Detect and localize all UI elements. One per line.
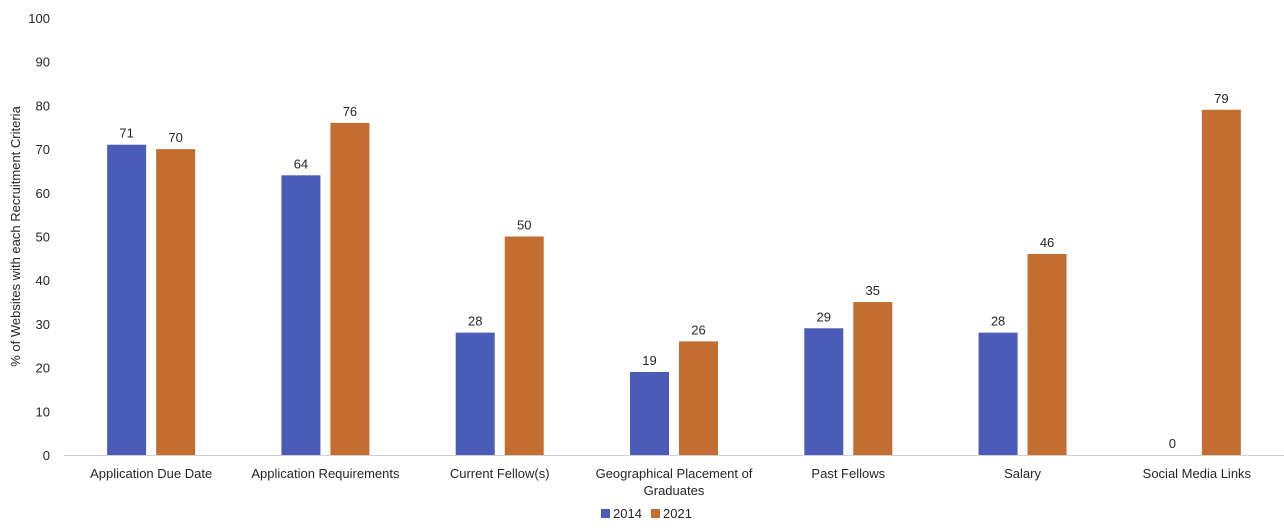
legend-swatch-2021 [651, 509, 660, 518]
data-label: 0 [1169, 436, 1176, 451]
x-category-label: Salary [1004, 466, 1041, 481]
bar-2014-4 [804, 328, 844, 455]
x-category-label: Application Requirements [251, 466, 400, 481]
data-label: 70 [168, 130, 182, 145]
y-tick-label: 60 [36, 186, 50, 201]
y-tick-label: 100 [28, 11, 50, 26]
data-label: 64 [294, 156, 308, 171]
data-label: 71 [119, 126, 133, 141]
data-label: 50 [517, 218, 531, 233]
bar-2014-0 [107, 144, 147, 456]
legend-label: 2021 [663, 506, 692, 521]
bar-2014-5 [978, 332, 1018, 455]
bar-2021-5 [1027, 253, 1067, 455]
bar-2021-4 [853, 302, 893, 455]
data-label: 26 [691, 322, 705, 337]
y-tick-label: 10 [36, 404, 50, 419]
data-labels: 71 70 64 76 28 50 19 26 29 35 28 46 0 79 [119, 91, 1228, 451]
x-axis: Application Due Date Application Requirem… [64, 455, 1284, 498]
legend-swatch-2014 [601, 509, 610, 518]
data-label: 28 [468, 314, 482, 329]
data-label: 28 [991, 314, 1005, 329]
y-tick-label: 0 [43, 448, 50, 463]
y-tick-label: 20 [36, 361, 50, 376]
y-tick-label: 30 [36, 317, 50, 332]
x-category-label: Graduates [644, 483, 705, 498]
bar-2014-1 [281, 175, 321, 455]
y-tick-label: 40 [36, 273, 50, 288]
bar-2021-2 [504, 236, 544, 455]
bar-2021-1 [330, 122, 370, 455]
y-axis: 0 10 20 30 40 50 60 70 80 90 100 [28, 11, 50, 463]
bar-2014-3 [630, 371, 669, 455]
y-tick-label: 80 [36, 98, 50, 113]
y-tick-label: 90 [36, 55, 50, 70]
data-label: 29 [817, 309, 831, 324]
y-tick-label: 70 [36, 142, 50, 157]
y-tick-label: 50 [36, 230, 50, 245]
bars [107, 109, 1241, 456]
bar-2021-6 [1201, 109, 1241, 456]
x-category-label: Current Fellow(s) [450, 466, 550, 481]
x-category-label: Geographical Placement of [596, 466, 753, 481]
bar-2021-0 [156, 149, 196, 455]
bar-2021-3 [679, 341, 718, 455]
data-label: 19 [642, 353, 656, 368]
data-label: 76 [343, 104, 357, 119]
x-category-label: Application Due Date [90, 466, 212, 481]
data-label: 46 [1040, 235, 1054, 250]
x-category-label: Social Media Links [1143, 466, 1252, 481]
bar-2014-2 [455, 332, 495, 455]
x-category-label: Past Fellows [811, 466, 885, 481]
legend: 2014 2021 [601, 506, 692, 521]
data-label: 79 [1214, 91, 1228, 106]
legend-label: 2014 [613, 506, 642, 521]
data-label: 35 [866, 283, 880, 298]
y-axis-title: % of Websites with each Recruitment Crit… [8, 105, 23, 366]
